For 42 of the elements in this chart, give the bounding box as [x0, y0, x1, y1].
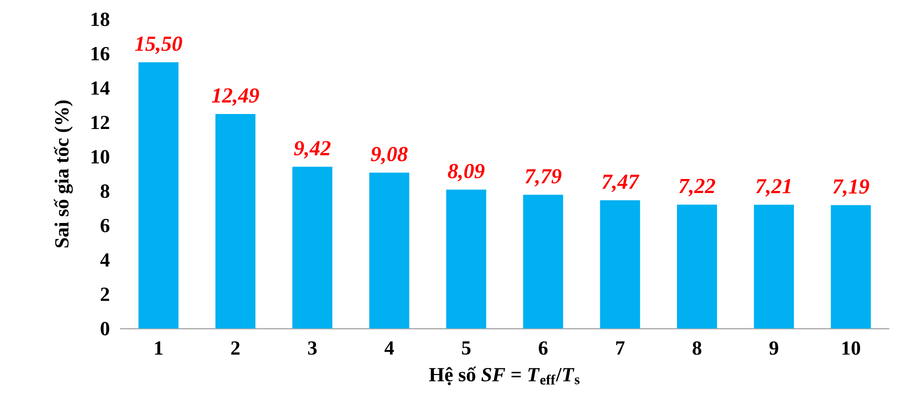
x-tick-label: 9	[769, 341, 778, 355]
x-tick-label: 4	[384, 341, 394, 355]
data-label: 7,22	[679, 178, 716, 196]
bar	[369, 172, 410, 329]
data-label: 12,49	[212, 88, 260, 106]
x-tick-label: 2	[231, 341, 240, 355]
x-tick-label: 10	[842, 341, 860, 355]
y-tick-label: 10	[92, 150, 110, 164]
data-label: 7,19	[833, 179, 870, 197]
data-label: 7,79	[525, 169, 562, 187]
data-label: 8,09	[448, 164, 484, 182]
y-tick-label: 4	[100, 253, 110, 266]
data-label: 15,50	[134, 36, 182, 54]
data-label: 9,08	[370, 146, 408, 164]
data-label: 7,21	[756, 179, 790, 196]
y-tick-label: 6	[100, 218, 110, 232]
bar	[676, 204, 717, 329]
x-tick-label: 6	[538, 341, 548, 355]
y-tick-label: 16	[92, 46, 110, 60]
x-axis-title: Hệ số SF = T$_{eff}$/T$_{s}$	[429, 366, 580, 386]
bar	[754, 204, 794, 329]
bar	[830, 205, 871, 329]
bar	[292, 166, 332, 329]
y-tick-label: 14	[92, 81, 110, 95]
x-tick-label: 3	[308, 341, 317, 355]
y-tick-label: 2	[100, 288, 110, 301]
y-tick-label: 12	[92, 116, 110, 130]
data-label: 7,47	[602, 174, 640, 192]
y-axis-title: Sai số gia tốc (%)	[54, 100, 73, 248]
bar	[446, 190, 486, 329]
bar	[600, 200, 640, 329]
x-tick-label: 5	[462, 341, 470, 355]
x-tick-label: 1	[155, 341, 162, 355]
x-tick-label: 8	[692, 341, 702, 355]
y-tick-label: 8	[100, 184, 110, 198]
y-tick-label: 18	[92, 12, 110, 26]
bar	[215, 114, 256, 329]
bar	[138, 62, 178, 329]
data-label: 9,42	[294, 141, 331, 159]
y-tick-label: 0	[100, 322, 110, 336]
bar	[523, 194, 564, 329]
x-tick-label: 7	[616, 341, 625, 354]
